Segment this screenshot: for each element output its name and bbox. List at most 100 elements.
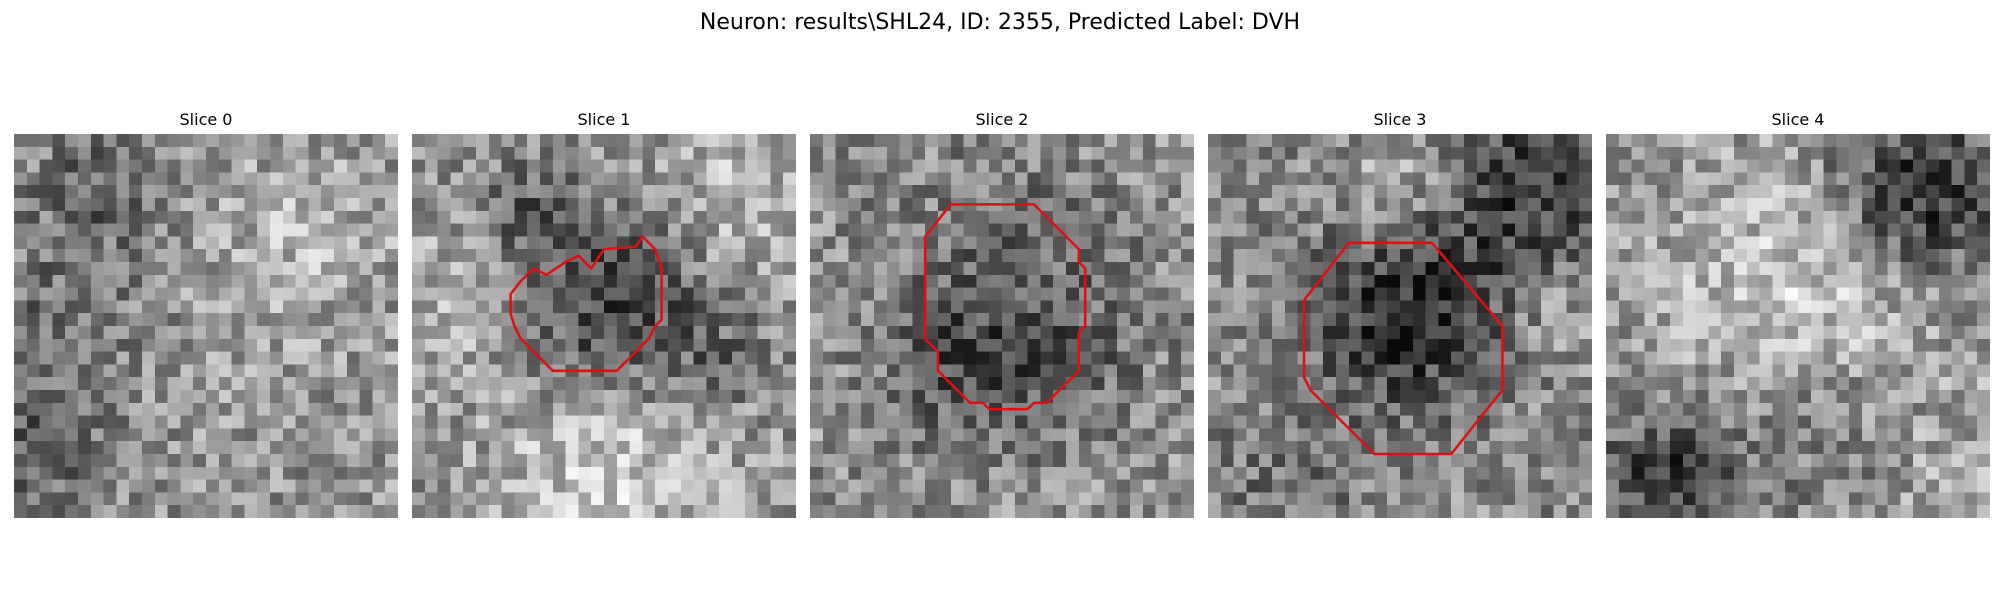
- pixel: [861, 262, 875, 276]
- pixel: [1168, 159, 1182, 173]
- pixel: [1862, 479, 1876, 493]
- pixel: [1708, 402, 1722, 416]
- pixel: [193, 377, 207, 391]
- pixel: [1644, 364, 1658, 378]
- pixel: [231, 351, 245, 365]
- pixel: [822, 185, 836, 199]
- pixel: [1695, 262, 1709, 276]
- pixel: [1091, 466, 1105, 480]
- pixel: [1476, 185, 1490, 199]
- pixel: [167, 249, 181, 263]
- pixel: [116, 454, 130, 468]
- pixel: [1130, 326, 1144, 340]
- pixel: [1528, 338, 1542, 352]
- pixel: [591, 146, 605, 160]
- pixel: [527, 454, 541, 468]
- pixel: [1887, 210, 1901, 224]
- pixel: [848, 300, 862, 314]
- pixel: [578, 492, 592, 506]
- pixel: [1964, 146, 1978, 160]
- pixel: [1310, 479, 1324, 493]
- pixel: [78, 377, 92, 391]
- pixel: [1476, 441, 1490, 455]
- pixel: [1579, 351, 1592, 365]
- pixel: [1977, 274, 1990, 288]
- pixel: [1502, 415, 1516, 429]
- pixel: [1798, 466, 1812, 480]
- pixel: [476, 390, 490, 404]
- pixel: [693, 326, 707, 340]
- pixel: [193, 172, 207, 186]
- pixel: [1476, 492, 1490, 506]
- pixel: [1246, 185, 1260, 199]
- pixel: [218, 415, 232, 429]
- pixel: [424, 249, 438, 263]
- pixel: [372, 185, 386, 199]
- pixel: [372, 402, 386, 416]
- pixel: [1066, 249, 1080, 263]
- pixel: [616, 274, 630, 288]
- pixel: [591, 351, 605, 365]
- pixel: [1310, 441, 1324, 455]
- pixel: [1553, 402, 1567, 416]
- pixel: [412, 236, 426, 250]
- pixel: [359, 351, 373, 365]
- pixel: [552, 351, 566, 365]
- pixel: [52, 274, 66, 288]
- pixel: [1772, 159, 1786, 173]
- pixel: [874, 300, 888, 314]
- pixel: [835, 236, 849, 250]
- pixel: [1464, 249, 1478, 263]
- pixel: [231, 466, 245, 480]
- pixel: [385, 223, 398, 237]
- pixel: [629, 262, 643, 276]
- pixel: [1670, 428, 1684, 442]
- pixel: [668, 198, 682, 212]
- pixel: [874, 479, 888, 493]
- pixel: [1130, 313, 1144, 327]
- pixel: [912, 274, 926, 288]
- pixel: [270, 402, 284, 416]
- pixel: [1810, 249, 1824, 263]
- pixel: [732, 313, 746, 327]
- pixel: [925, 479, 939, 493]
- pixel: [642, 223, 656, 237]
- pixel: [14, 249, 28, 263]
- pixel: [629, 479, 643, 493]
- pixel: [412, 466, 426, 480]
- pixel: [308, 313, 322, 327]
- pixel: [244, 134, 258, 148]
- pixel: [52, 159, 66, 173]
- pixel: [1233, 326, 1247, 340]
- pixel: [591, 466, 605, 480]
- pixel: [1130, 210, 1144, 224]
- pixel: [1913, 313, 1927, 327]
- pixel: [1874, 326, 1888, 340]
- pixel: [540, 300, 554, 314]
- pixel: [412, 274, 426, 288]
- pixel: [1310, 351, 1324, 365]
- pixel: [308, 377, 322, 391]
- pixel: [1259, 287, 1273, 301]
- pixel: [14, 377, 28, 391]
- pixel: [1644, 262, 1658, 276]
- pixel: [1618, 146, 1632, 160]
- pixel: [578, 454, 592, 468]
- pixel: [1977, 210, 1990, 224]
- pixel: [450, 466, 464, 480]
- pixel: [938, 210, 952, 224]
- pixel: [1938, 313, 1952, 327]
- pixel: [732, 441, 746, 455]
- pixel: [1874, 210, 1888, 224]
- pixel: [1027, 466, 1041, 480]
- pixel: [1168, 390, 1182, 404]
- pixel: [1695, 313, 1709, 327]
- pixel: [783, 505, 796, 518]
- pixel: [757, 274, 771, 288]
- pixel: [1489, 159, 1503, 173]
- pixel: [90, 466, 104, 480]
- pixel: [1489, 236, 1503, 250]
- pixel: [1412, 262, 1426, 276]
- pixel: [732, 479, 746, 493]
- pixel: [1284, 390, 1298, 404]
